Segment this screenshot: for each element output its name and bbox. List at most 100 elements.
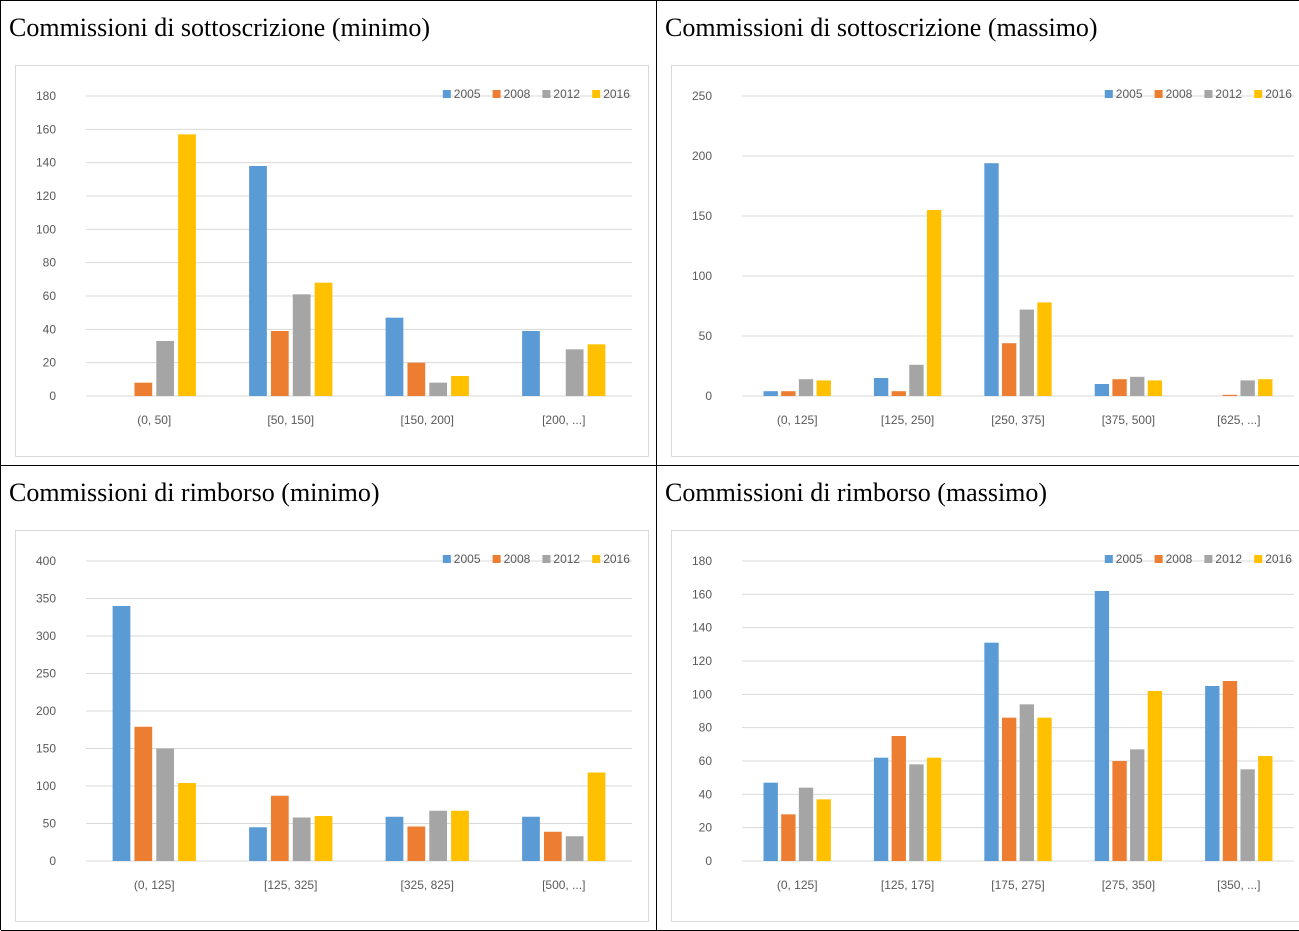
chart-svg: 0 20 40 60 80 100 120 140 160 180 (0, 50] [50, 150]… bbox=[36, 87, 632, 427]
legend-swatch-2008 bbox=[492, 555, 501, 563]
bar-2005 bbox=[249, 827, 267, 861]
legend-label: 2016 bbox=[1265, 552, 1292, 566]
legend-label: 2008 bbox=[1166, 87, 1193, 101]
bar-2008 bbox=[1001, 717, 1017, 861]
bar-2008 bbox=[543, 831, 562, 861]
y-tick-label: 150 bbox=[36, 742, 56, 756]
bar-2012 bbox=[909, 364, 924, 396]
y-tick-label: 0 bbox=[705, 854, 712, 868]
bar-2005 bbox=[1205, 686, 1220, 861]
bar-2016 bbox=[1037, 717, 1052, 861]
x-tick-label: (0, 50] bbox=[137, 413, 171, 427]
bar-2008 bbox=[407, 826, 426, 861]
bar-2016 bbox=[314, 282, 333, 396]
chart-subscription-min: 0 20 40 60 80 100 120 140 160 180 (0, 50] [50, 150]… bbox=[15, 65, 649, 457]
bar-2016 bbox=[1258, 756, 1273, 861]
chart-svg: 0 50 100 150 200 250 (0, 125] [125, 250] [250, 3… bbox=[692, 87, 1294, 427]
y-tick-label: 250 bbox=[692, 89, 712, 103]
y-tick-label: 100 bbox=[692, 269, 712, 283]
legend-label: 2005 bbox=[454, 87, 481, 101]
bar-2016 bbox=[178, 134, 196, 396]
bar-2008 bbox=[134, 382, 153, 396]
legend-label: 2016 bbox=[1265, 87, 1292, 101]
bar-2005 bbox=[1094, 591, 1110, 861]
y-tick-label: 300 bbox=[36, 629, 56, 643]
bar-2016 bbox=[587, 344, 606, 396]
y-tick-label: 80 bbox=[43, 256, 57, 270]
legend-label: 2008 bbox=[504, 87, 531, 101]
bar-2008 bbox=[1112, 761, 1127, 861]
bar-2005 bbox=[873, 757, 889, 861]
y-tick-label: 100 bbox=[692, 687, 712, 701]
legend-swatch-2016 bbox=[592, 90, 601, 98]
y-tick-label: 0 bbox=[705, 389, 712, 403]
bar-2016 bbox=[1037, 302, 1052, 396]
legend-label: 2016 bbox=[603, 87, 630, 101]
y-tick-label: 120 bbox=[36, 189, 56, 203]
legend-label: 2005 bbox=[1116, 87, 1143, 101]
legend-swatch-2005 bbox=[1104, 555, 1113, 563]
legend-label: 2012 bbox=[553, 87, 580, 101]
bar-2012 bbox=[156, 341, 175, 396]
bar-2008 bbox=[781, 391, 796, 396]
bar-2012 bbox=[798, 379, 814, 396]
bar-2012 bbox=[1240, 380, 1255, 396]
bar-2005 bbox=[873, 378, 889, 396]
y-tick-label: 60 bbox=[699, 754, 713, 768]
legend-swatch-2008 bbox=[1154, 555, 1163, 563]
chart-redemption-max: 0 20 40 60 80 100 120 140 160 180 (0, 125] [125, 17… bbox=[671, 530, 1299, 922]
bar-2012 bbox=[429, 382, 448, 396]
bar-2012 bbox=[565, 349, 584, 396]
y-tick-label: 0 bbox=[49, 854, 56, 868]
bar-2016 bbox=[451, 810, 469, 861]
bar-2012 bbox=[156, 748, 175, 861]
x-tick-label: [150, 200] bbox=[401, 413, 454, 427]
x-tick-label: (0, 125] bbox=[777, 413, 818, 427]
bar-2016 bbox=[1147, 691, 1163, 861]
panel-title: Commissioni di rimborso (massimo) bbox=[665, 478, 1048, 507]
bar-2016 bbox=[1147, 380, 1163, 396]
legend-label: 2016 bbox=[603, 552, 630, 566]
bar-2008 bbox=[891, 391, 906, 396]
bar-2008 bbox=[781, 814, 796, 861]
y-tick-label: 120 bbox=[692, 654, 712, 668]
legend-swatch-2005 bbox=[1104, 90, 1113, 98]
legend-label: 2012 bbox=[1215, 552, 1242, 566]
legend-swatch-2012 bbox=[1204, 90, 1213, 98]
bar-2016 bbox=[816, 380, 831, 396]
bar-2008 bbox=[407, 362, 426, 396]
legend-swatch-2012 bbox=[542, 90, 551, 98]
y-tick-label: 100 bbox=[36, 779, 56, 793]
y-tick-label: 350 bbox=[36, 592, 56, 606]
y-tick-label: 100 bbox=[36, 222, 56, 236]
chart-svg: 0 50 100 150 200 250 300 350 400 (0, 125] [125, 32… bbox=[36, 552, 632, 892]
chart-svg: 0 20 40 60 80 100 120 140 160 180 (0, 125] [125, 17… bbox=[692, 552, 1294, 892]
legend-swatch-2008 bbox=[492, 90, 501, 98]
bar-2005 bbox=[763, 391, 778, 396]
y-tick-label: 20 bbox=[43, 356, 57, 370]
bar-2016 bbox=[1258, 379, 1273, 396]
legend-swatch-2005 bbox=[442, 555, 451, 563]
x-tick-label: [250, 375] bbox=[991, 413, 1044, 427]
bar-2012 bbox=[1019, 309, 1035, 396]
legend-label: 2008 bbox=[504, 552, 531, 566]
legend-label: 2005 bbox=[454, 552, 481, 566]
bar-2008 bbox=[270, 795, 289, 861]
bar-2016 bbox=[451, 376, 469, 396]
y-tick-label: 20 bbox=[699, 821, 713, 835]
bar-2016 bbox=[926, 757, 942, 861]
bar-2008 bbox=[134, 726, 153, 861]
legend-swatch-2016 bbox=[1254, 555, 1263, 563]
bar-2016 bbox=[926, 210, 942, 396]
bar-2012 bbox=[909, 764, 924, 861]
bar-2012 bbox=[1130, 749, 1145, 861]
legend-label: 2008 bbox=[1166, 552, 1193, 566]
bar-2005 bbox=[385, 317, 404, 396]
y-tick-label: 160 bbox=[692, 587, 712, 601]
x-tick-label: [375, 500] bbox=[1102, 413, 1155, 427]
legend-label: 2012 bbox=[553, 552, 580, 566]
bar-2008 bbox=[270, 331, 289, 396]
legend-label: 2012 bbox=[1215, 87, 1242, 101]
bar-2005 bbox=[984, 642, 999, 861]
